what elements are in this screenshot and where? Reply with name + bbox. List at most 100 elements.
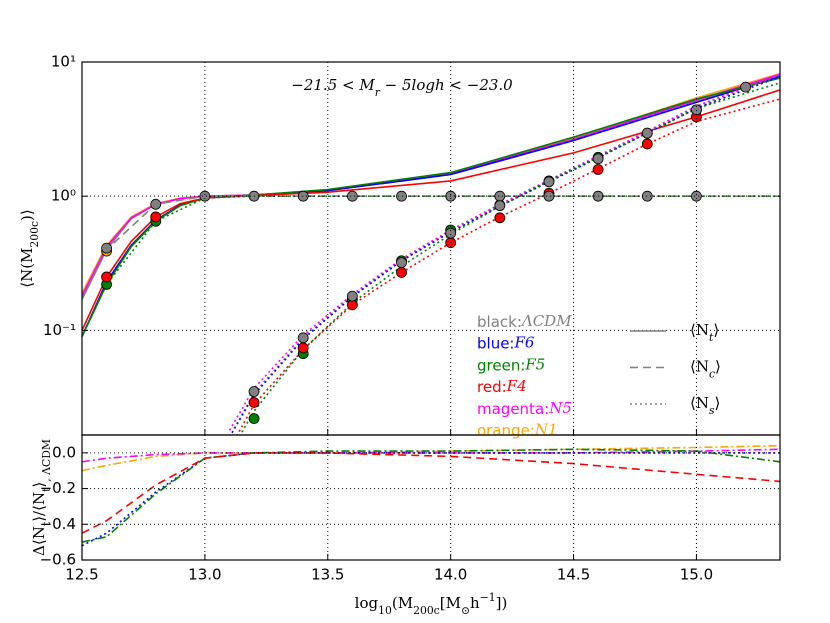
x-tick-label: 15.0	[680, 566, 713, 584]
text-part: ⊙	[461, 604, 470, 617]
marker	[592, 153, 604, 165]
series-line	[229, 74, 780, 435]
marker	[641, 127, 653, 139]
legend-label: orange:	[477, 421, 535, 439]
text-part: t	[40, 521, 53, 526]
y-axis-label: ⟨N(M200c)⟩	[18, 209, 41, 288]
text-part: ⟨N	[690, 321, 709, 339]
text-part: ⟨N	[690, 358, 709, 376]
marker	[248, 413, 260, 424]
marker	[396, 267, 407, 278]
legend-style-label: ⟨Nc⟩	[690, 358, 721, 381]
x-tick-label: 14.5	[557, 566, 590, 584]
legend-style-label: ⟨Ns⟩	[690, 394, 720, 417]
marker	[297, 332, 309, 344]
legend-entry: orange:N1	[477, 421, 558, 440]
series-line	[82, 448, 780, 543]
series-line	[236, 98, 780, 435]
text-part: ⟩/⟨N	[30, 492, 48, 522]
x-tick-label: 13.0	[188, 566, 221, 584]
x-tick-label: 13.5	[311, 566, 344, 584]
legend-label: red:	[477, 378, 507, 396]
marker	[641, 138, 653, 150]
text-part: Δ⟨N	[30, 526, 48, 556]
marker	[543, 190, 555, 202]
text-part: c	[709, 367, 715, 380]
text-part: −21.5 < M	[291, 76, 375, 94]
marker	[150, 198, 162, 210]
text-part: [M	[440, 594, 461, 612]
legend-label: magenta:	[477, 399, 549, 417]
text-part: ⟩	[30, 482, 48, 488]
marker	[543, 176, 555, 188]
y-tick-label: −0.6	[40, 551, 76, 569]
legend-model: F5	[524, 355, 545, 373]
text-part: < −23.0	[445, 76, 514, 94]
marker	[199, 190, 211, 202]
legend-model: F4	[506, 377, 527, 395]
x-tick-label: 12.5	[65, 566, 98, 584]
y-axis-label: Δ⟨Nt⟩/⟨Nt⟩, ΛCDM	[30, 439, 53, 556]
legend-model: N5	[548, 399, 572, 417]
marker	[297, 342, 309, 354]
marker	[150, 211, 162, 223]
text-part: ⟨N	[690, 394, 709, 412]
legend-entry: blue:F6	[477, 334, 535, 353]
marker	[592, 164, 604, 175]
text-part: r	[375, 86, 381, 99]
y-tick-label: −0.2	[40, 479, 76, 497]
marker	[691, 190, 702, 202]
marker	[494, 212, 506, 224]
legend-entry: green:F5	[477, 355, 545, 374]
legend-model: ΛCDM	[520, 312, 572, 330]
text-part: 10	[378, 604, 392, 617]
x-tick-label: 14.0	[434, 566, 467, 584]
plot-area	[82, 72, 780, 435]
marker	[396, 257, 407, 268]
text-part: −1	[480, 591, 496, 604]
marker	[445, 227, 457, 239]
marker	[248, 397, 260, 408]
legend-label: green:	[477, 356, 525, 374]
legend-entry: black:ΛCDM	[477, 312, 572, 331]
text-part: 200c	[28, 221, 41, 248]
text-part: ⟨N(M	[18, 248, 36, 288]
marker	[740, 81, 751, 93]
text-part: log	[355, 594, 379, 612]
series-line	[228, 73, 780, 431]
legend-model: N1	[534, 421, 558, 439]
text-part: t	[40, 487, 53, 492]
text-part: )⟩	[18, 209, 36, 221]
marker	[101, 271, 112, 283]
marker	[494, 200, 506, 212]
marker	[346, 290, 358, 302]
y-tick-label: 10¹	[51, 53, 76, 71]
marker	[101, 242, 112, 254]
text-part: ⟩	[715, 358, 721, 376]
marker	[346, 190, 358, 202]
text-part: h	[470, 594, 480, 612]
series-line	[82, 195, 780, 300]
y-tick-label: 10⁰	[51, 187, 76, 205]
legend-entry: red:F4	[477, 377, 527, 396]
legend-label: black:	[477, 313, 522, 331]
y-tick-label: 0.0	[52, 443, 76, 461]
legend-label: blue:	[477, 334, 514, 352]
text-part: 200c	[413, 604, 440, 617]
axes-frame	[81, 434, 781, 561]
legend-style-label: ⟨Nt⟩	[690, 321, 719, 344]
text-part: s	[709, 404, 715, 417]
text-part: ⟩	[715, 394, 721, 412]
x-axis-label: log10(M200c[M⊙h−1])	[355, 591, 508, 617]
marker	[494, 190, 506, 202]
text-part: t	[709, 331, 714, 344]
y-tick-label: 10⁻¹	[43, 321, 76, 339]
text-part: − 5log	[380, 76, 435, 94]
text-part: h	[435, 76, 445, 94]
text-part: ⟩	[713, 321, 719, 339]
annotation: −21.5 < Mr − 5logh < −23.0	[291, 76, 513, 99]
text-part: ])	[496, 594, 508, 612]
legend-entry: magenta:N5	[477, 399, 572, 418]
series-line	[82, 452, 780, 534]
